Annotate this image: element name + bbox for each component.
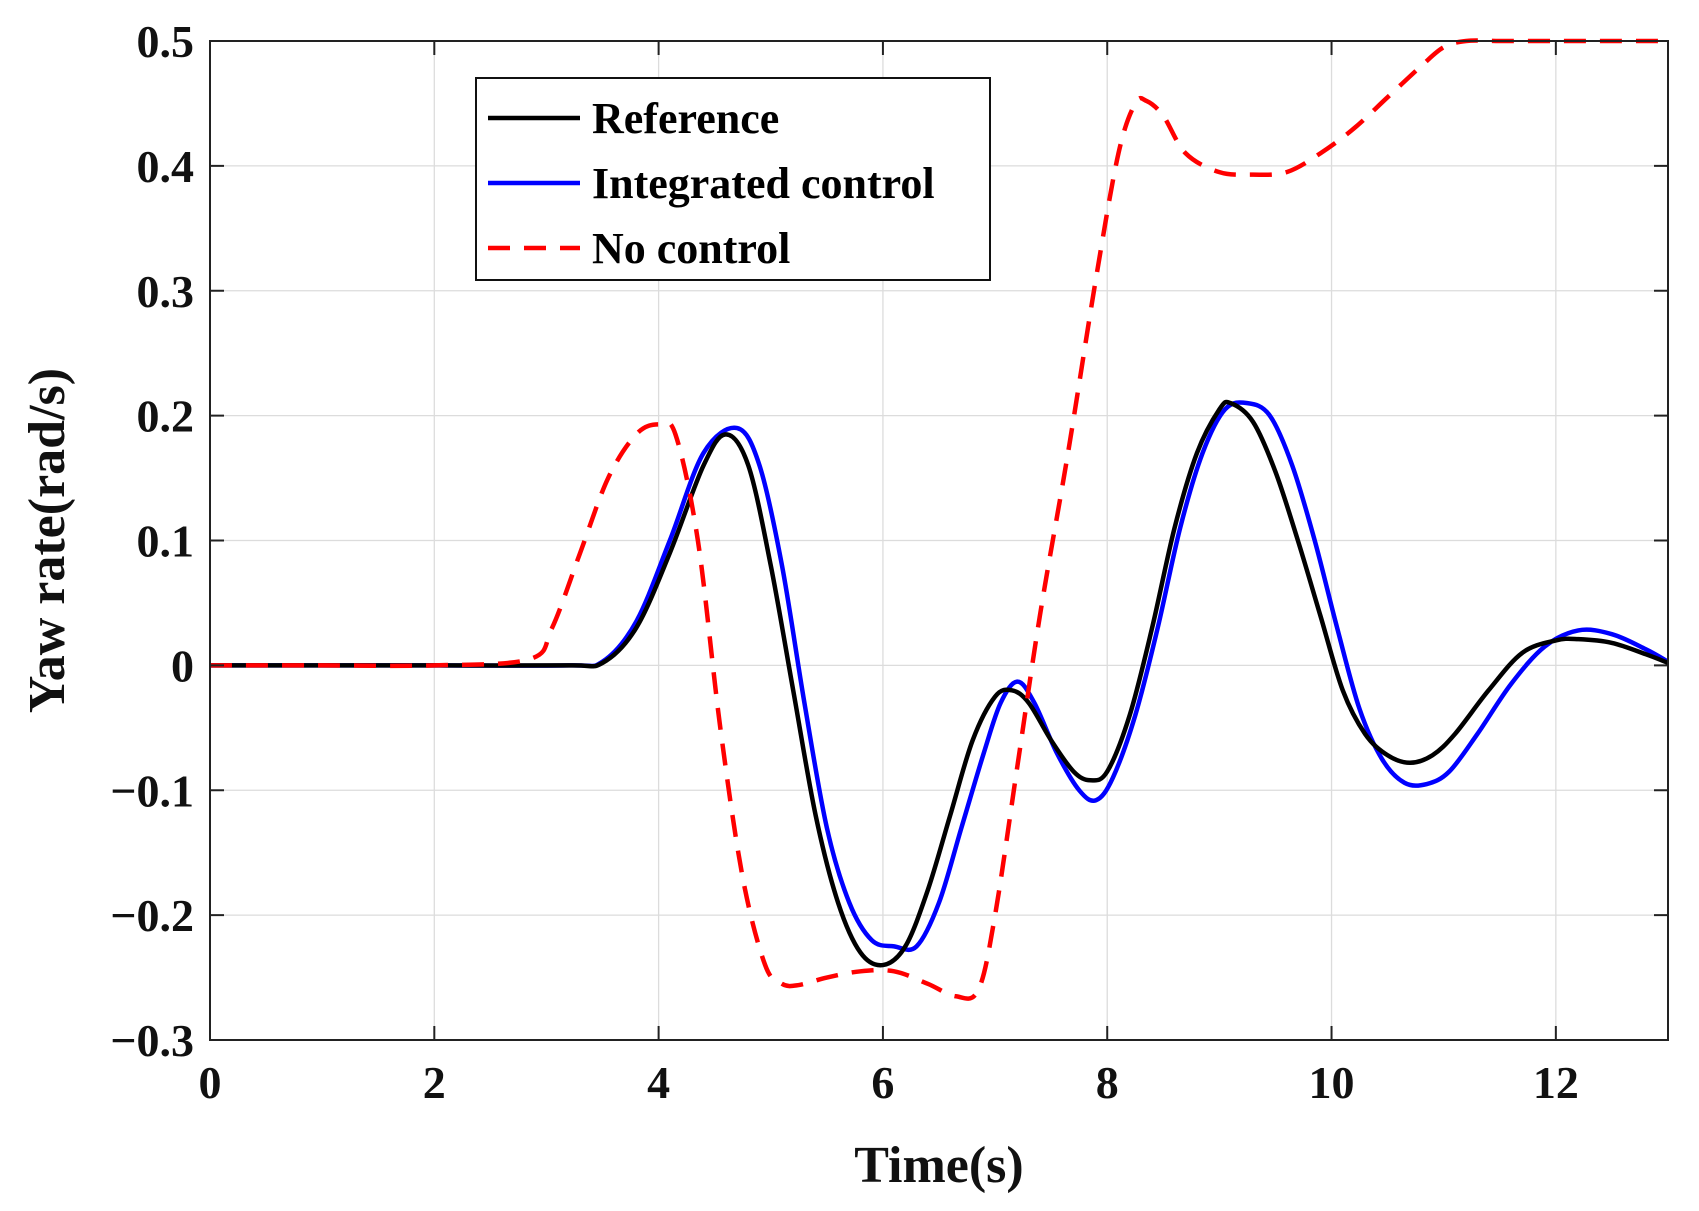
y-tick-label: 0.3 (137, 266, 195, 317)
series-line-integrated-control (210, 400, 1668, 953)
axis-ticks (209, 40, 1668, 1041)
series-line-no-control (210, 38, 1668, 1001)
x-tick-label: 2 (423, 1057, 446, 1108)
y-axis-label: Yaw rate(rad/s) (19, 368, 76, 713)
legend: Reference Integrated control No control (475, 77, 991, 281)
legend-label-no-control: No control (592, 224, 790, 273)
x-axis-label: Time(s) (854, 1137, 1023, 1194)
y-tick-label: −0.2 (110, 890, 194, 941)
x-tick-labels: 0 2 4 6 8 10 12 (199, 1057, 1579, 1108)
legend-label-integrated-control: Integrated control (592, 159, 935, 208)
x-tick-label: 12 (1533, 1057, 1579, 1108)
y-tick-label: −0.1 (110, 765, 194, 816)
legend-label-reference: Reference (592, 94, 779, 143)
y-tick-label: 0 (171, 640, 194, 691)
x-tick-label: 4 (647, 1057, 670, 1108)
y-tick-label: 0.2 (137, 391, 195, 442)
y-tick-label: 0.1 (137, 516, 195, 567)
x-tick-label: 10 (1309, 1057, 1355, 1108)
x-tick-label: 8 (1096, 1057, 1119, 1108)
y-tick-label: 0.4 (137, 141, 195, 192)
y-tick-labels: −0.3 −0.2 −0.1 0 0.1 0.2 0.3 0.4 0.5 (110, 16, 194, 1066)
x-tick-label: 6 (871, 1057, 894, 1108)
series-line-reference (210, 399, 1668, 968)
series-layer (210, 38, 1668, 1001)
y-tick-label: 0.5 (137, 16, 195, 67)
y-tick-label: −0.3 (110, 1015, 194, 1066)
x-tick-label: 0 (199, 1057, 222, 1108)
